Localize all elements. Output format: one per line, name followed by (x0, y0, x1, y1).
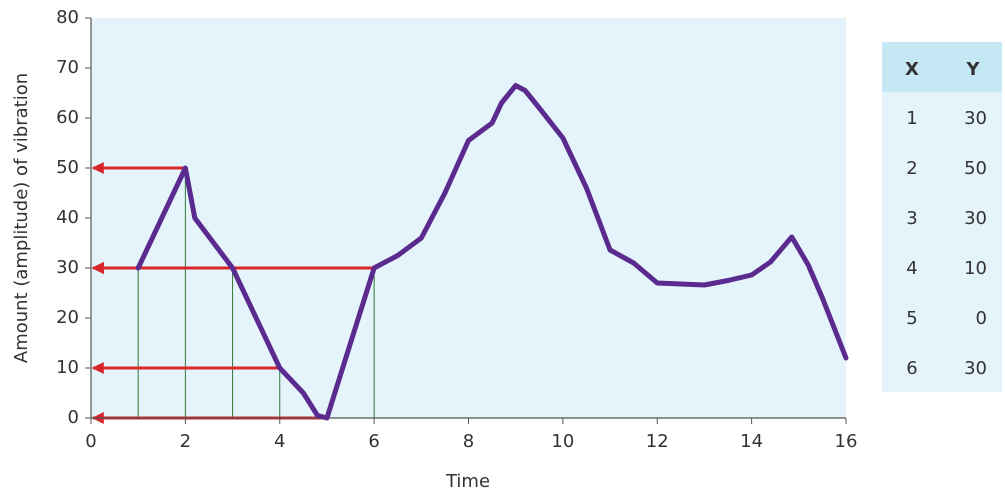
y-tick-label: 70 (56, 57, 79, 78)
y-tick-label: 20 (56, 307, 79, 328)
table-header-bg (882, 42, 1002, 92)
table-cell: 50 (964, 158, 987, 179)
table-header: X (905, 59, 919, 80)
x-tick-label: 8 (463, 431, 474, 452)
x-tick-label: 12 (646, 431, 669, 452)
table-cell: 0 (976, 308, 987, 329)
x-tick-label: 4 (274, 431, 285, 452)
table-cell: 2 (906, 158, 917, 179)
table-cell: 30 (964, 108, 987, 129)
table-cell: 30 (964, 208, 987, 229)
plot-area (91, 18, 846, 418)
x-tick-label: 6 (368, 431, 379, 452)
table-cell: 4 (906, 258, 917, 279)
x-tick-label: 16 (835, 431, 858, 452)
y-tick-label: 80 (56, 7, 79, 28)
x-tick-label: 2 (180, 431, 191, 452)
x-tick-label: 0 (85, 431, 96, 452)
x-tick-label: 14 (740, 431, 763, 452)
data-line (135, 83, 849, 421)
table-cell: 10 (964, 258, 987, 279)
table-cell: 6 (906, 358, 917, 379)
y-tick-label: 0 (68, 407, 79, 428)
x-axis-label: Time (445, 471, 490, 492)
table-body-bg (882, 92, 1002, 392)
y-tick-label: 40 (56, 207, 79, 228)
table-header: Y (965, 59, 980, 80)
table-cell: 30 (964, 358, 987, 379)
table-cell: 3 (906, 208, 917, 229)
y-tick-label: 50 (56, 157, 79, 178)
y-tick-label: 10 (56, 357, 79, 378)
y-tick-label: 60 (56, 107, 79, 128)
y-tick-label: 30 (56, 257, 79, 278)
y-axis-label: Amount (amplitude) of vibration (11, 73, 32, 363)
table-cell: 5 (906, 308, 917, 329)
x-tick-label: 10 (551, 431, 574, 452)
table-cell: 1 (906, 108, 917, 129)
